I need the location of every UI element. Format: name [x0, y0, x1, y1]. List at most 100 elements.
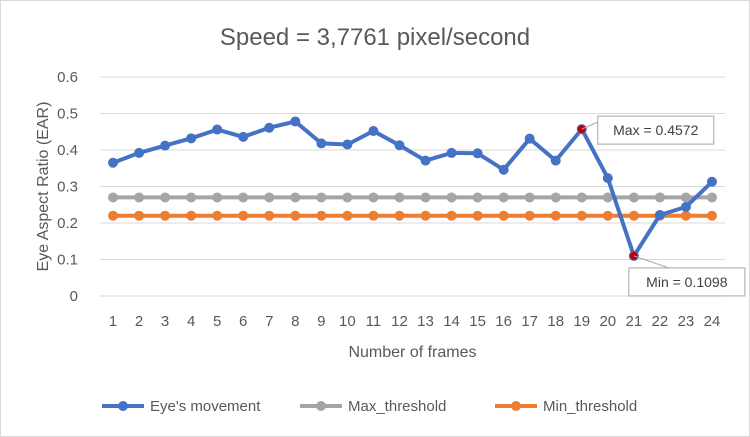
data-point [524, 192, 535, 203]
x-tick-label: 10 [339, 313, 356, 330]
data-point [134, 192, 145, 203]
x-tick-label: 24 [704, 313, 721, 330]
series-min-threshold [108, 210, 717, 221]
data-point [628, 210, 639, 221]
x-tick-label: 22 [652, 313, 669, 330]
data-point [394, 192, 405, 203]
x-tick-label: 4 [187, 313, 195, 330]
legend: Eye's movement Max_threshold Min_threshold [102, 398, 637, 415]
data-point [290, 116, 301, 127]
data-point [420, 210, 431, 221]
data-point [368, 210, 379, 221]
legend-label: Min_threshold [543, 398, 637, 415]
x-tick-label: 1 [109, 313, 117, 330]
data-point [446, 210, 457, 221]
data-point [706, 210, 717, 221]
data-point [238, 210, 249, 221]
data-point [160, 192, 171, 203]
x-tick-label: 21 [626, 313, 643, 330]
y-tick-label: 0.1 [57, 252, 78, 269]
x-tick-label: 19 [573, 313, 590, 330]
data-point [290, 192, 301, 203]
data-point [160, 140, 171, 151]
x-tick-label: 3 [161, 313, 169, 330]
chart-title: Speed = 3,7761 pixel/second [220, 24, 530, 51]
x-tick-label: 11 [366, 313, 382, 330]
legend-label: Eye's movement [150, 398, 261, 415]
legend-swatch-marker [316, 401, 326, 411]
data-point [316, 210, 327, 221]
data-point [186, 133, 197, 144]
data-point [290, 210, 301, 221]
y-axis-title: Eye Aspect Ratio (EAR) [35, 102, 52, 272]
data-point [212, 210, 223, 221]
y-tick-label: 0.3 [57, 179, 78, 196]
legend-label: Max_threshold [348, 398, 446, 415]
x-tick-label: 13 [417, 313, 434, 330]
data-point [472, 148, 483, 159]
data-point [420, 155, 431, 166]
y-tick-label: 0.4 [57, 142, 78, 159]
data-point [212, 192, 223, 203]
x-axis-title: Number of frames [348, 344, 476, 361]
callout-label: Min = 0.1098 [646, 274, 728, 290]
data-point [316, 138, 327, 149]
x-tick-label: 6 [239, 313, 247, 330]
data-point [680, 201, 691, 212]
data-point [628, 192, 639, 203]
data-point [498, 210, 509, 221]
data-point [472, 192, 483, 203]
callout-box [628, 267, 746, 297]
data-point [186, 210, 197, 221]
y-tick-label: 0.6 [57, 69, 78, 86]
data-point [316, 192, 327, 203]
data-point [134, 147, 145, 158]
x-tick-label: 16 [495, 313, 512, 330]
data-point [498, 164, 509, 175]
data-point [498, 192, 509, 203]
legend-entry: Max_threshold [300, 398, 446, 415]
gridlines [100, 76, 725, 297]
data-point [368, 126, 379, 137]
callout-leader [581, 121, 598, 130]
data-point [654, 192, 665, 203]
data-point [550, 210, 561, 221]
data-point [706, 176, 717, 187]
series-group [108, 116, 717, 261]
x-tick-label: 15 [469, 313, 486, 330]
data-point [576, 210, 587, 221]
data-point [212, 124, 223, 135]
data-point [342, 192, 353, 203]
data-point [550, 155, 561, 166]
data-point [706, 192, 717, 203]
data-point [134, 210, 145, 221]
x-tick-label: 8 [291, 313, 299, 330]
data-point [160, 210, 171, 221]
data-point [446, 192, 457, 203]
data-point [394, 140, 405, 151]
data-point [446, 147, 457, 158]
data-point [680, 192, 691, 203]
data-point [524, 133, 535, 144]
data-point [472, 210, 483, 221]
x-tick-label: 9 [317, 313, 325, 330]
x-tick-label: 2 [135, 313, 143, 330]
series-max-threshold [108, 192, 717, 203]
series-eye-s-movement [108, 116, 717, 261]
y-tick-label: 0.2 [57, 215, 78, 232]
x-tick-label: 23 [678, 313, 695, 330]
legend-swatch-marker [511, 401, 521, 411]
x-tick-label: 20 [599, 313, 616, 330]
y-tick-label: 0.5 [57, 106, 78, 123]
callout-label: Max = 0.4572 [613, 122, 698, 138]
legend-swatch-marker [118, 401, 128, 411]
data-point [524, 210, 535, 221]
x-axis-ticks: 1 2 3 4 5 6 7 8 9 10 11 12 13 14 15 16 17 18 19 20 21 22 23 24 [109, 313, 720, 330]
x-tick-label: 5 [213, 313, 221, 330]
callout-leader [633, 255, 670, 269]
data-point [576, 192, 587, 203]
callout-box [597, 115, 715, 145]
x-tick-label: 14 [443, 313, 460, 330]
x-tick-label: 17 [521, 313, 538, 330]
